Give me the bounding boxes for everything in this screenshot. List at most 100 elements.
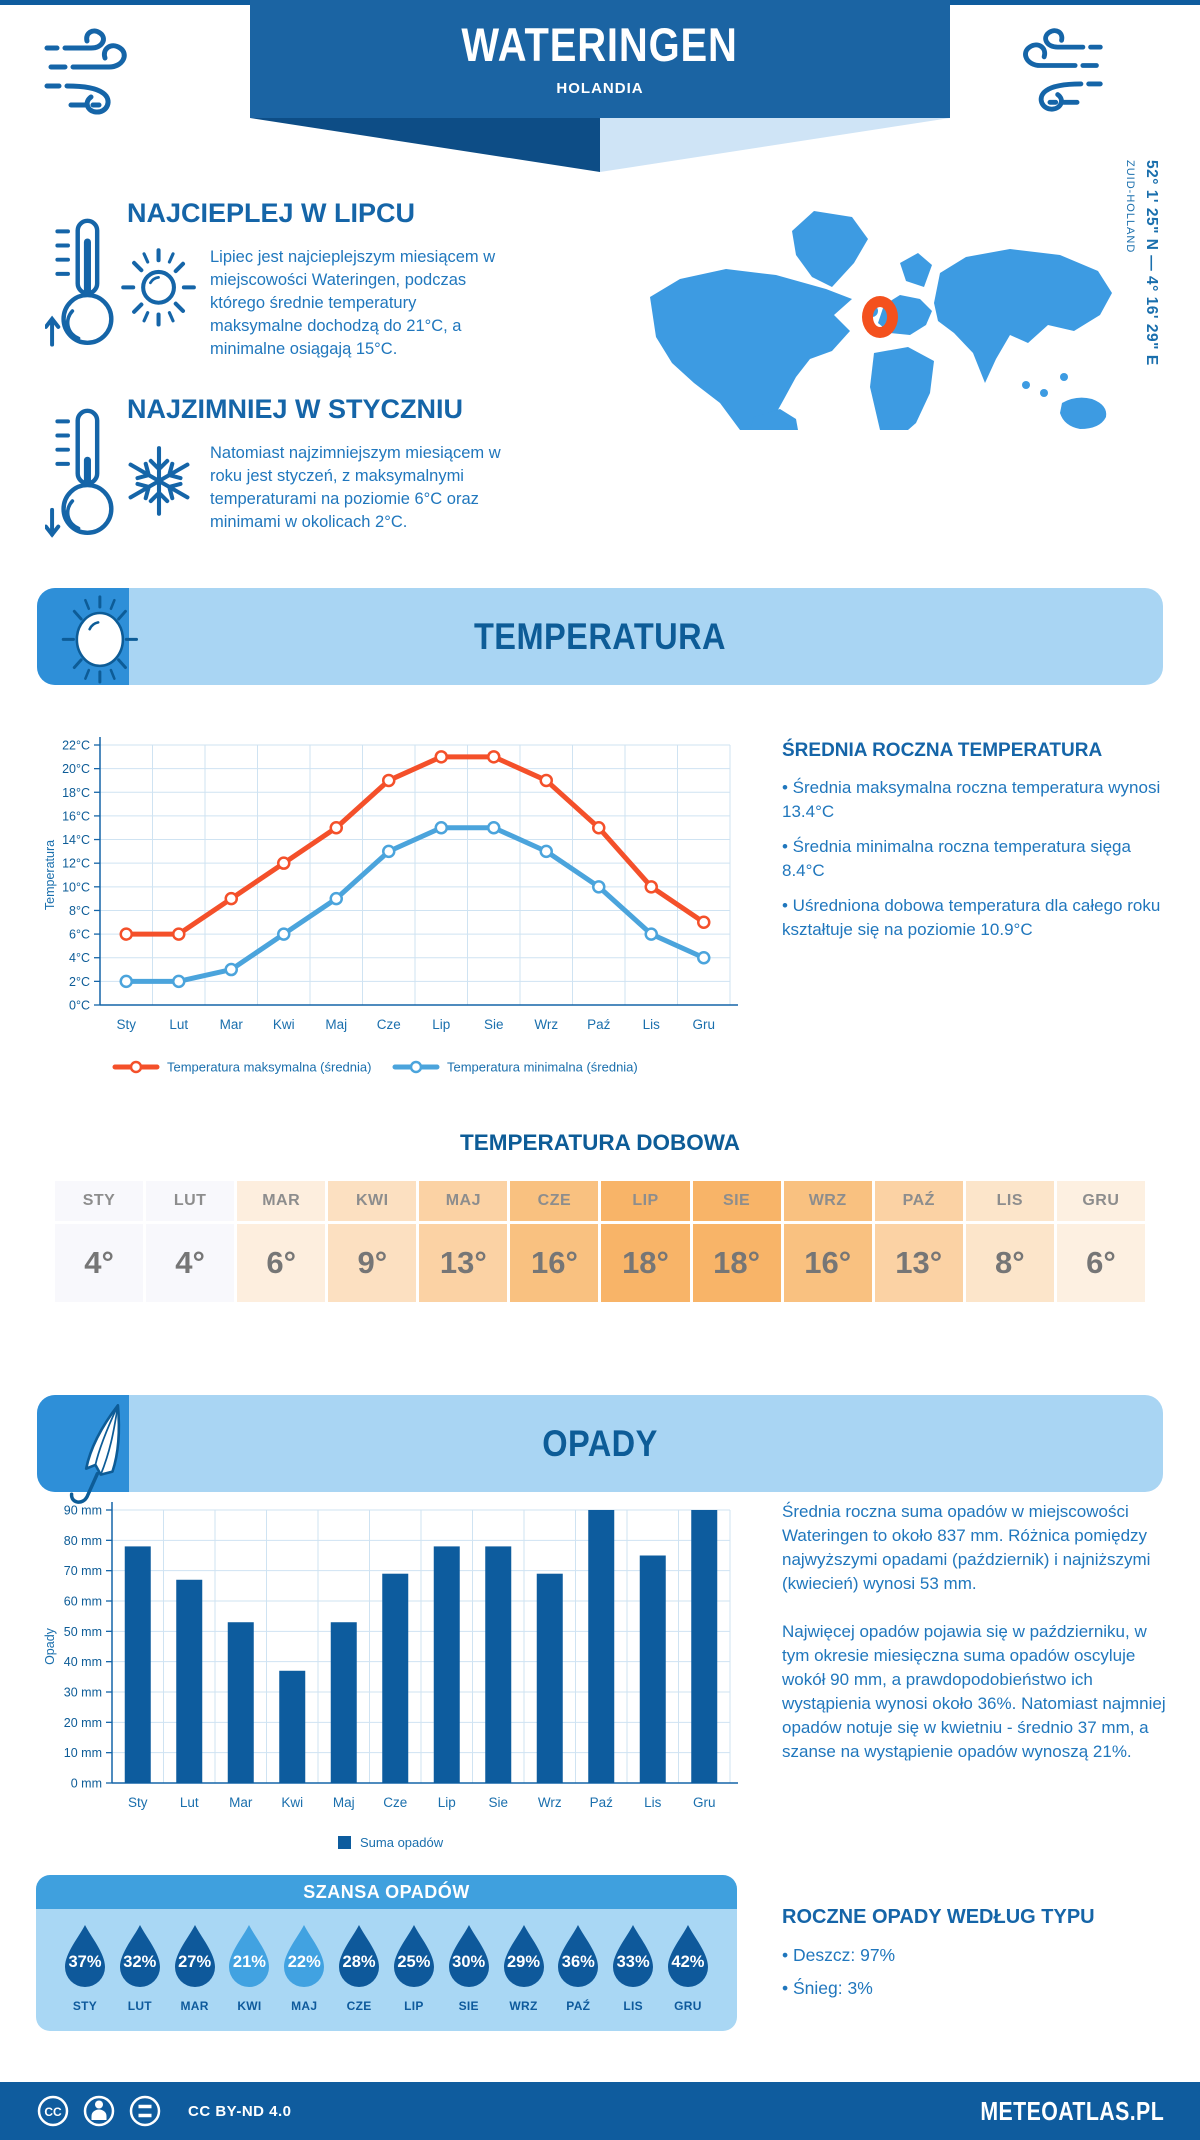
svg-text:Lis: Lis xyxy=(644,1795,662,1810)
rain-chance-month: SIE xyxy=(458,1999,479,2013)
daily-table-column: CZE 16° xyxy=(510,1181,599,1302)
region-label: ZUID-HOLLAND xyxy=(1124,160,1136,254)
daily-table-month: LIS xyxy=(965,1181,1054,1221)
rain-chance-drop: 42% GRU xyxy=(661,1923,715,2013)
svg-text:Wrz: Wrz xyxy=(534,1017,558,1032)
svg-text:Temperatura minimalna (średnia: Temperatura minimalna (średnia) xyxy=(447,1060,638,1075)
rain-chance-drop: 32% LUT xyxy=(113,1923,167,2013)
daily-table-month: MAJ xyxy=(419,1181,508,1221)
annual-temperature-summary: ŚREDNIA ROCZNA TEMPERATURA • Średnia mak… xyxy=(782,740,1170,953)
svg-text:18°C: 18°C xyxy=(62,786,90,800)
coordinates-block: 52° 1' 25" N — 4° 16' 29" E ZUID-HOLLAND xyxy=(1124,160,1160,460)
svg-text:80 mm: 80 mm xyxy=(64,1534,102,1548)
svg-text:Sie: Sie xyxy=(488,1795,508,1810)
banner-ribbon-fold xyxy=(250,118,600,172)
header-banner: WATERINGEN HOLANDIA xyxy=(250,0,950,118)
umbrella-icon xyxy=(69,1404,121,1504)
precipitation-summary: Średnia roczna suma opadów w miejscowośc… xyxy=(782,1500,1174,1764)
droplet-icon xyxy=(558,1925,599,1987)
precipitation-type-heading: ROCZNE OPADY WEDŁUG TYPU xyxy=(782,1906,1095,1928)
rain-chance-drop: 33% LIS xyxy=(606,1923,660,2013)
temperature-chart: 0°C 2°C 4°C 6°C 8°C 10°C 12°C 14°C 16°C 18°C 20°C 2… xyxy=(43,737,738,1075)
sun-icon xyxy=(121,248,196,327)
rain-chance-value: 30% xyxy=(452,1953,486,1971)
daily-temperature-heading: TEMPERATURA DOBOWA xyxy=(460,1130,740,1155)
rain-chance-drop: 36% PAŹ xyxy=(551,1923,605,2013)
svg-text:20 mm: 20 mm xyxy=(64,1716,102,1730)
daily-table-value: 6° xyxy=(1056,1224,1145,1302)
rain-chance-month: LIP xyxy=(404,1999,424,2013)
svg-text:Kwi: Kwi xyxy=(281,1795,303,1810)
sun-banner-icon xyxy=(61,595,139,684)
precipitation-section-banner: OPADY xyxy=(37,1395,1163,1504)
svg-text:0 mm: 0 mm xyxy=(71,1777,102,1791)
svg-text:90 mm: 90 mm xyxy=(64,1504,102,1518)
thermometer-warm-icon xyxy=(45,218,114,347)
page-subtitle: HOLANDIA xyxy=(556,80,644,97)
rain-chance-month: GRU xyxy=(674,1999,702,2013)
rain-chance-drop: 21% KWI xyxy=(222,1923,276,2013)
svg-text:2°C: 2°C xyxy=(69,975,90,989)
svg-text:16°C: 16°C xyxy=(62,809,90,823)
page-title: WATERINGEN xyxy=(461,18,739,71)
daily-table-month: LIP xyxy=(601,1181,690,1221)
svg-text:12°C: 12°C xyxy=(62,857,90,871)
daily-table-column: SIE 18° xyxy=(692,1181,781,1302)
svg-text:Sty: Sty xyxy=(116,1017,136,1032)
daily-table-month: PAŹ xyxy=(874,1181,963,1221)
rain-chance-value: 28% xyxy=(342,1953,376,1971)
thermometer-cold-icon xyxy=(45,408,114,538)
droplet-icon xyxy=(229,1925,270,1987)
svg-text:Maj: Maj xyxy=(333,1795,355,1810)
rain-chance-value: 33% xyxy=(616,1953,650,1971)
daily-table-column: WRZ 16° xyxy=(783,1181,872,1302)
svg-text:Paź: Paź xyxy=(590,1795,614,1810)
daily-table-value: 16° xyxy=(783,1224,872,1302)
daily-table-month: CZE xyxy=(510,1181,599,1221)
daily-table-value: 13° xyxy=(874,1224,963,1302)
rain-chance-drop: 30% SIE xyxy=(442,1923,496,2013)
rain-chance-drop: 37% STY xyxy=(58,1923,112,2013)
svg-text:10 mm: 10 mm xyxy=(64,1746,102,1760)
rain-chance-value: 42% xyxy=(671,1953,705,1971)
daily-table-value: 4° xyxy=(55,1224,144,1302)
svg-text:Maj: Maj xyxy=(325,1017,347,1032)
daily-table-month: LUT xyxy=(146,1181,235,1221)
svg-text:Opady: Opady xyxy=(43,1627,57,1665)
svg-text:14°C: 14°C xyxy=(62,833,90,847)
droplet-icon xyxy=(174,1925,215,1987)
rain-chance-month: LUT xyxy=(127,1999,152,2013)
location-marker-icon xyxy=(862,296,898,338)
daily-table-value: 6° xyxy=(237,1224,326,1302)
daily-table-column: MAJ 13° xyxy=(419,1181,508,1302)
svg-text:0°C: 0°C xyxy=(69,999,90,1013)
banner-ribbon-fold xyxy=(600,118,950,172)
droplet-icon xyxy=(119,1925,160,1987)
svg-text:Sty: Sty xyxy=(128,1795,148,1810)
brand-label: METEOATLAS.PL xyxy=(980,2095,1164,2126)
rain-chance-value: 22% xyxy=(287,1953,321,1971)
rain-chance-month: KWI xyxy=(237,1999,262,2013)
daily-table-column: STY 4° xyxy=(55,1181,144,1302)
annual-bullet: • Uśredniona dobowa temperatura dla całe… xyxy=(782,896,1161,939)
daily-table-column: LIP 18° xyxy=(601,1181,690,1302)
daily-table-column: KWI 9° xyxy=(328,1181,417,1302)
rain-chance-title: SZANSA OPADÓW xyxy=(36,1875,737,1909)
droplet-icon xyxy=(613,1925,654,1987)
daily-table-value: 16° xyxy=(510,1224,599,1302)
svg-text:Mar: Mar xyxy=(229,1795,253,1810)
daily-table-column: MAR 6° xyxy=(237,1181,326,1302)
svg-text:Cze: Cze xyxy=(377,1017,401,1032)
footer: CC CC BY-ND 4.0 METEOATLAS.PL xyxy=(0,2082,1200,2140)
rain-chance-value: 36% xyxy=(561,1953,595,1971)
svg-text:CC: CC xyxy=(44,2105,62,2119)
daily-table-column: LIS 8° xyxy=(965,1181,1054,1302)
precipitation-type-block: ROCZNE OPADY WEDŁUG TYPU • Deszcz: 97% •… xyxy=(782,1906,1162,2009)
wind-icon xyxy=(1023,28,1103,112)
rain-chance-month: MAJ xyxy=(291,1999,318,2013)
rain-chance-drop: 28% CZE xyxy=(332,1923,386,2013)
precipitation-section-title: OPADY xyxy=(542,1422,658,1464)
svg-text:20°C: 20°C xyxy=(62,762,90,776)
droplet-icon xyxy=(65,1925,105,1987)
daily-table-month: KWI xyxy=(328,1181,417,1221)
